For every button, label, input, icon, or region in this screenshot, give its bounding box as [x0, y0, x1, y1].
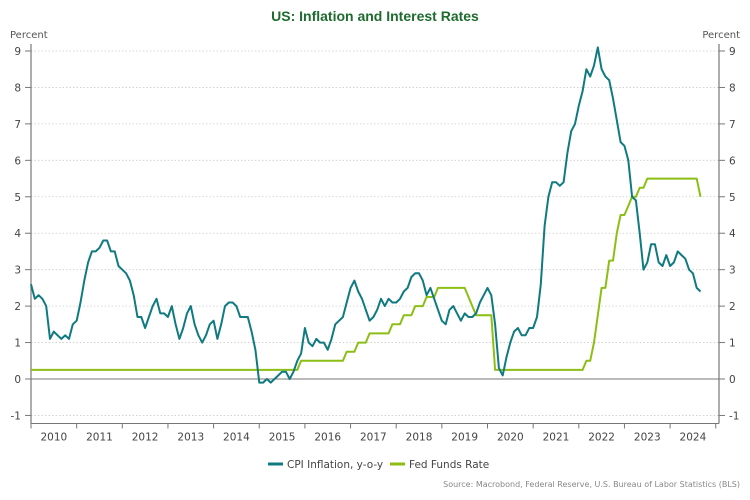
- x-tick-label: 2018: [406, 431, 433, 443]
- x-tick-label: 2023: [634, 431, 661, 443]
- x-tick-label: 2012: [132, 431, 159, 443]
- x-tick-labels: 2010 2011 2012 2013 2014 2015 2016 2017 2018 2019…: [40, 431, 706, 443]
- x-tick-label: 2014: [223, 431, 250, 443]
- x-tick-label: 2024: [680, 431, 707, 443]
- y-tick-labels: -1 -1 0 0 1 1 2 2 3 3 4 4 5 5 6 6 7 7 8 8 9 9: [11, 46, 740, 422]
- legend: CPI Inflation, y-o-y Fed Funds Rate: [268, 459, 489, 471]
- y-tick-label-right: 3: [729, 265, 736, 277]
- chart-title: US: Inflation and Interest Rates: [271, 8, 479, 24]
- y-tick-label-left: 7: [14, 119, 21, 131]
- x-tick-label: 2021: [543, 431, 570, 443]
- y-axis-label-right: Percent: [702, 30, 740, 41]
- y-tick-label-right: 1: [729, 338, 736, 350]
- y-tick-label-left: 2: [14, 301, 21, 313]
- x-tick-label: 2011: [86, 431, 113, 443]
- y-tick-label-left: 0: [14, 374, 21, 386]
- y-tick-label-right: 0: [729, 374, 736, 386]
- series-line-fed-funds-rate: [31, 177, 702, 371]
- source-note: Source: Macrobond, Federal Reserve, U.S.…: [443, 480, 740, 489]
- axes: [25, 44, 725, 429]
- y-tick-label-left: 6: [14, 155, 21, 167]
- y-tick-label-right: 8: [729, 82, 736, 94]
- x-tick-label: 2010: [40, 431, 67, 443]
- x-tick-label: 2016: [314, 431, 341, 443]
- y-tick-label-right: 7: [729, 119, 736, 131]
- y-tick-label-left: 4: [14, 228, 21, 240]
- y-tick-label-right: 4: [729, 228, 736, 240]
- y-tick-label-right: 5: [729, 192, 736, 204]
- x-tick-label: 2015: [269, 431, 296, 443]
- legend-label-cpi: CPI Inflation, y-o-y: [287, 459, 383, 471]
- series-line-cpi-inflation: [30, 46, 702, 384]
- gridlines: [31, 50, 719, 416]
- y-tick-label-left: 5: [14, 192, 21, 204]
- y-tick-label-left: 3: [14, 265, 21, 277]
- y-tick-label-right: -1: [729, 410, 739, 422]
- y-tick-label-left: 9: [14, 46, 21, 58]
- y-tick-label-left: 1: [14, 338, 21, 350]
- x-tick-label: 2022: [588, 431, 615, 443]
- x-tick-label: 2019: [451, 431, 478, 443]
- y-tick-label-right: 9: [729, 46, 736, 58]
- series-lines: [30, 46, 702, 384]
- y-tick-label-left: 8: [14, 82, 21, 94]
- y-axis-label-left: Percent: [10, 30, 48, 41]
- y-tick-label-right: 6: [729, 155, 736, 167]
- y-tick-label-left: -1: [11, 410, 21, 422]
- x-tick-label: 2017: [360, 431, 387, 443]
- y-tick-label-right: 2: [729, 301, 736, 313]
- legend-label-fed-funds: Fed Funds Rate: [409, 459, 489, 471]
- x-tick-label: 2013: [177, 431, 204, 443]
- x-tick-label: 2020: [497, 431, 524, 443]
